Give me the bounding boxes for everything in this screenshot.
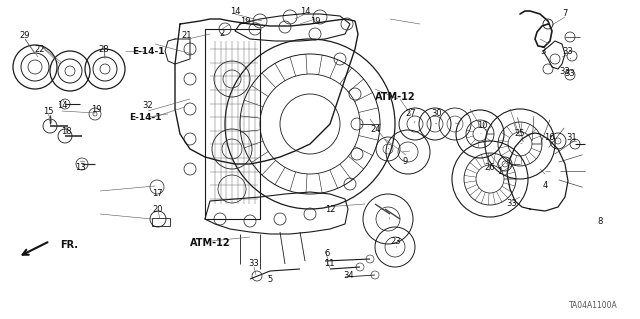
- Text: 19: 19: [91, 105, 101, 114]
- Text: E-14-1: E-14-1: [132, 47, 164, 56]
- Text: 24: 24: [371, 124, 381, 133]
- Text: 18: 18: [61, 127, 71, 136]
- Text: 4: 4: [542, 181, 548, 189]
- Text: TA04A1100A: TA04A1100A: [569, 300, 618, 309]
- Text: 29: 29: [20, 32, 30, 41]
- Text: 9: 9: [403, 157, 408, 166]
- Text: 33: 33: [507, 198, 517, 207]
- Text: 28: 28: [99, 44, 109, 54]
- Text: E-14-1: E-14-1: [129, 113, 161, 122]
- Text: ATM-12: ATM-12: [374, 92, 415, 102]
- Text: 2: 2: [220, 28, 225, 38]
- Text: 1: 1: [497, 167, 502, 176]
- Text: 6: 6: [324, 249, 330, 258]
- Text: FR.: FR.: [60, 240, 78, 250]
- Text: 22: 22: [35, 44, 45, 54]
- Text: 20: 20: [153, 204, 163, 213]
- Text: 11: 11: [324, 259, 334, 269]
- Text: 10: 10: [477, 121, 487, 130]
- Text: 12: 12: [324, 204, 335, 213]
- Text: 25: 25: [515, 130, 525, 138]
- Text: 14: 14: [230, 6, 240, 16]
- Text: 14: 14: [57, 101, 67, 110]
- Text: 30: 30: [432, 109, 442, 118]
- Text: 19: 19: [310, 18, 320, 26]
- Text: 33: 33: [564, 69, 575, 78]
- Text: 23: 23: [390, 236, 401, 246]
- Text: 26: 26: [484, 162, 495, 172]
- Text: 19: 19: [240, 18, 250, 26]
- Text: 7: 7: [563, 10, 568, 19]
- Text: 3: 3: [540, 47, 546, 56]
- Text: 13: 13: [75, 162, 85, 172]
- Text: 33: 33: [559, 66, 570, 76]
- Text: 14: 14: [300, 6, 310, 16]
- Text: 16: 16: [544, 133, 554, 143]
- Text: 21: 21: [182, 32, 192, 41]
- Text: 31: 31: [566, 133, 577, 143]
- Text: 17: 17: [152, 189, 163, 197]
- Text: 8: 8: [597, 218, 603, 226]
- Text: 27: 27: [406, 109, 416, 118]
- Text: 33: 33: [248, 259, 259, 269]
- Text: 15: 15: [43, 108, 53, 116]
- Bar: [152, 218, 170, 226]
- Text: 32: 32: [143, 101, 154, 110]
- Text: 34: 34: [344, 271, 355, 280]
- Text: 5: 5: [268, 275, 273, 284]
- Text: 33: 33: [563, 48, 573, 56]
- Text: ATM-12: ATM-12: [189, 238, 230, 248]
